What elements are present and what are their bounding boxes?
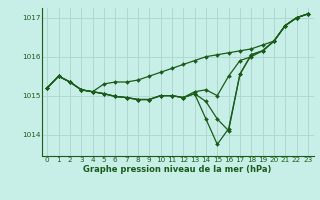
X-axis label: Graphe pression niveau de la mer (hPa): Graphe pression niveau de la mer (hPa): [84, 165, 272, 174]
